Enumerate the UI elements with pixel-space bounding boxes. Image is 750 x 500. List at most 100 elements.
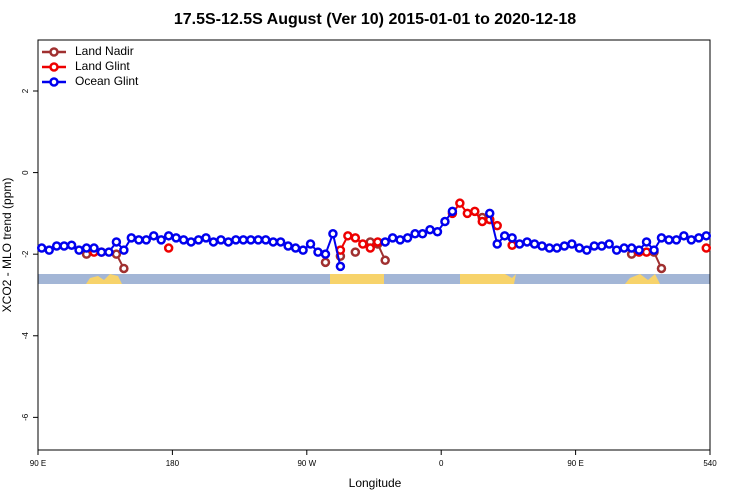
x-tick-label: 180: [166, 459, 180, 468]
data-point: [81, 243, 92, 253]
data-point: [275, 237, 286, 247]
data-point: [253, 235, 264, 245]
data-point: [634, 245, 644, 255]
data-point: [671, 235, 682, 245]
data-point: [604, 239, 614, 249]
data-point: [141, 235, 152, 245]
data-point: [462, 208, 473, 219]
data-point: [372, 237, 383, 247]
data-point: [74, 245, 84, 255]
data-point: [320, 249, 331, 259]
data-point: [701, 243, 712, 253]
data-point: [89, 243, 99, 253]
data-point: [440, 216, 450, 227]
data-point: [223, 237, 234, 247]
y-tick-label: -4: [21, 332, 30, 340]
data-point: [380, 255, 390, 266]
x-tick-label: 0: [439, 459, 444, 468]
data-point: [567, 239, 577, 249]
y-tick-label: -6: [21, 413, 30, 421]
data-point: [320, 257, 331, 268]
data-point: [492, 239, 502, 249]
series-line: [94, 203, 706, 252]
data-point: [358, 239, 368, 249]
data-point: [246, 235, 256, 245]
data-point: [148, 231, 159, 241]
y-tick-label: 0: [21, 170, 30, 175]
data-point: [686, 235, 697, 245]
data-point: [470, 206, 480, 217]
data-point: [171, 233, 181, 243]
data-point: [514, 239, 525, 249]
data-point: [664, 235, 674, 245]
data-point: [425, 224, 435, 235]
data-point: [641, 247, 652, 257]
data-point: [343, 231, 353, 241]
data-point: [111, 237, 122, 247]
data-point: [350, 233, 361, 243]
data-point: [611, 245, 622, 255]
legend-label: Land Glint: [75, 59, 130, 73]
data-point: [694, 233, 704, 243]
data-point: [380, 237, 390, 247]
x-tick-label: 90 E: [30, 459, 46, 468]
data-point: [537, 241, 547, 251]
data-point: [701, 231, 712, 241]
data-point: [559, 241, 570, 251]
data-point: [119, 263, 129, 274]
data-point: [51, 241, 62, 251]
data-point: [111, 249, 122, 259]
data-point: [104, 247, 114, 257]
y-tick-label: -2: [21, 250, 30, 258]
legend-label: Land Nadir: [75, 44, 134, 58]
data-point: [507, 240, 517, 250]
data-point: [432, 226, 443, 237]
legend-marker: [49, 62, 59, 72]
x-axis-label: Longitude: [349, 476, 402, 490]
y-tick-label: 2: [21, 88, 30, 93]
data-point: [193, 235, 204, 245]
data-point: [268, 237, 278, 247]
data-point: [231, 235, 241, 245]
data-point: [96, 247, 107, 257]
data-point: [522, 237, 532, 247]
data-point: [163, 231, 174, 241]
data-point: [447, 206, 458, 217]
data-point: [163, 243, 174, 253]
data-point: [679, 231, 689, 241]
data-point: [156, 235, 166, 245]
data-point: [619, 243, 629, 253]
data-point: [238, 235, 249, 245]
data-point: [36, 243, 47, 253]
data-point: [656, 263, 667, 274]
data-point: [208, 237, 219, 247]
data-point: [656, 233, 667, 243]
data-point: [589, 241, 600, 251]
data-point: [350, 247, 361, 257]
data-point: [649, 245, 659, 255]
legend-marker: [49, 47, 59, 57]
data-point: [552, 243, 562, 253]
data-point: [134, 235, 144, 245]
data-point: [499, 231, 510, 241]
data-point: [260, 235, 271, 245]
data-point: [119, 245, 129, 255]
data-point: [582, 245, 592, 255]
data-point: [283, 241, 293, 251]
data-point: [126, 233, 137, 243]
data-point: [66, 240, 77, 250]
data-point: [186, 237, 196, 247]
data-point: [596, 241, 607, 251]
legend-marker: [49, 77, 59, 87]
data-point: [484, 208, 495, 219]
data-point: [290, 243, 301, 253]
data-point: [641, 237, 652, 247]
data-point: [335, 261, 346, 272]
data-point: [574, 243, 585, 253]
x-tick-label: 540: [703, 459, 717, 468]
data-point: [305, 239, 316, 249]
data-point: [313, 247, 323, 257]
land-mask: [38, 274, 710, 284]
data-point: [328, 229, 338, 239]
